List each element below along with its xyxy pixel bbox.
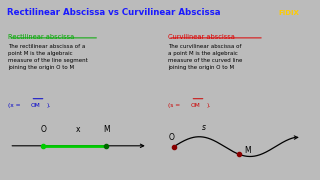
Text: O: O bbox=[40, 125, 46, 134]
Text: The curvilinear abscissa of
a point M is the algebraic
measure of the curved lin: The curvilinear abscissa of a point M is… bbox=[168, 44, 242, 70]
Text: OM: OM bbox=[30, 103, 40, 108]
Text: O: O bbox=[169, 133, 174, 142]
Text: x: x bbox=[76, 125, 81, 134]
Text: ).: ). bbox=[206, 103, 211, 108]
Text: The rectilinear abscissa of a
point M is the algebraic
measure of the line segme: The rectilinear abscissa of a point M is… bbox=[8, 44, 88, 70]
Text: Rectilinear Abscissa vs Curvilinear Abscissa: Rectilinear Abscissa vs Curvilinear Absc… bbox=[7, 8, 221, 17]
Text: M: M bbox=[244, 146, 251, 155]
Text: s: s bbox=[202, 123, 206, 132]
Text: Rectilinear abscissa: Rectilinear abscissa bbox=[8, 35, 74, 40]
Text: OM: OM bbox=[190, 103, 200, 108]
Text: FIDIX: FIDIX bbox=[279, 10, 300, 16]
Text: M: M bbox=[103, 125, 110, 134]
Text: (x =: (x = bbox=[8, 103, 22, 108]
Text: (s =: (s = bbox=[168, 103, 182, 108]
Text: ).: ). bbox=[46, 103, 51, 108]
Text: Curvilinear abscissa: Curvilinear abscissa bbox=[168, 35, 235, 40]
